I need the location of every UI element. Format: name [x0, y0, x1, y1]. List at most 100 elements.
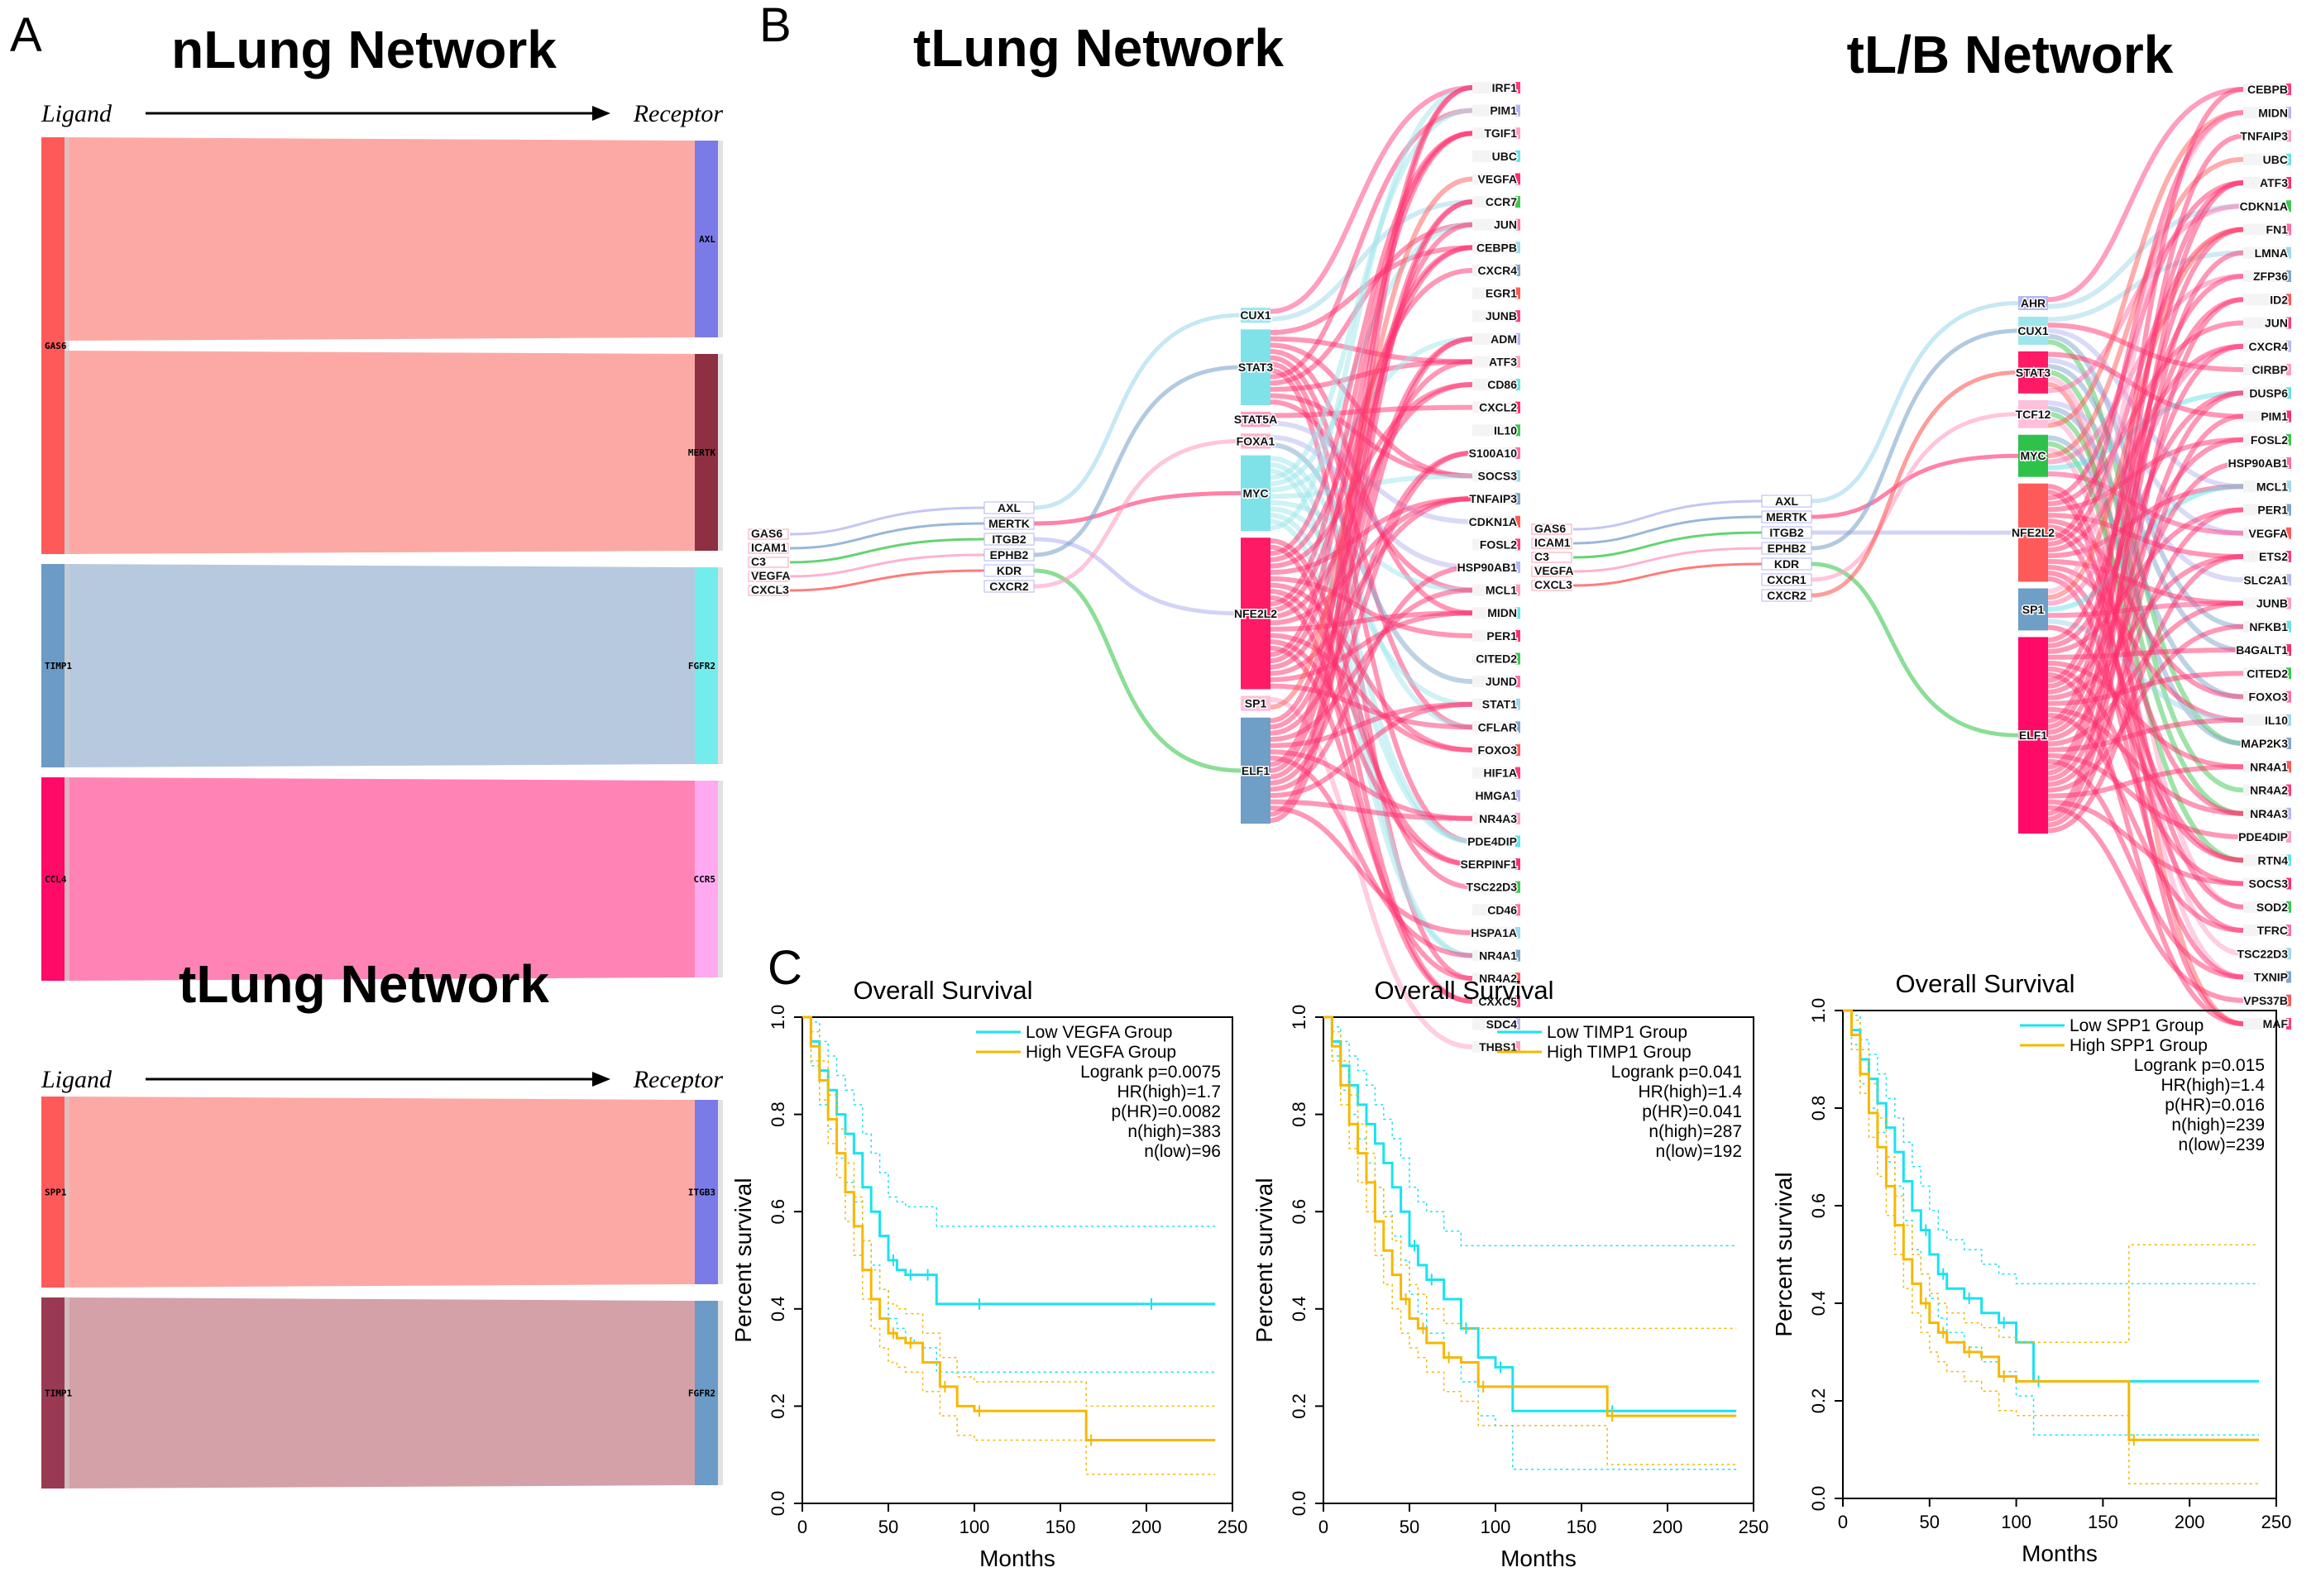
- target-node-tsc22d3: [2286, 948, 2291, 960]
- target-label: MAP2K3: [2241, 737, 2288, 750]
- ligand-axis-label-2: Ligand: [41, 1066, 112, 1093]
- target-label: SDC4: [1486, 1017, 1518, 1030]
- target-label: JUNB: [1486, 309, 1517, 323]
- km-chart-vegfa: Overall Survival 0 50 100 150 200 250 0.0 0.2 0.4…: [730, 976, 1247, 1571]
- target-label: TNFAIP3: [2240, 130, 2288, 143]
- target-node-bg: [2243, 574, 2286, 586]
- receptor-label: FGFR2: [688, 661, 715, 671]
- target-node-jun: [1515, 218, 1520, 231]
- flow-timp1-fgfr2: [65, 564, 695, 767]
- x-tick-label: 200: [1132, 1517, 1162, 1537]
- receptor-label: FGFR2: [688, 1388, 715, 1399]
- x-tick-label: 150: [1567, 1517, 1597, 1537]
- target-node-cited2: [2286, 667, 2291, 680]
- tf-label: SP1: [1245, 697, 1267, 710]
- stat-line: p(HR)=0.041: [1642, 1102, 1742, 1121]
- receptor-node-ccr5: [695, 781, 718, 977]
- ligand-node-gas6: [41, 137, 65, 554]
- stat-line: HR(high)=1.7: [1117, 1082, 1221, 1101]
- target-label: FN1: [2266, 223, 2289, 237]
- receptor-node-ephb2: [983, 548, 1035, 561]
- y-tick-label: 0.8: [1289, 1101, 1309, 1127]
- target-node-bg: [1472, 287, 1515, 299]
- target-label: HSPA1A: [1471, 926, 1517, 939]
- x-tick-label: 100: [959, 1517, 990, 1537]
- km-chart-timp1: Overall Survival 0 50 100 150 200 250 0.0 0.2 0.4…: [1251, 976, 1768, 1571]
- target-label: FOXO3: [1478, 743, 1518, 757]
- y-tick-label: 1.0: [768, 1005, 788, 1030]
- links-layer: [1572, 87, 2244, 1026]
- target-node-hmga1: [1515, 790, 1520, 802]
- link-elf1-nr4a3: [1270, 799, 1473, 821]
- link-elf1-cxcr4: [2047, 343, 2244, 735]
- target-node-hsp90ab1: [2286, 457, 2291, 469]
- target-label: TXNIP: [2254, 971, 2288, 984]
- target-label: PDE4DIP: [1467, 834, 1517, 848]
- target-label: CFLAR: [1478, 720, 1517, 733]
- link-mertk-myc: [1033, 490, 1242, 526]
- tf-node-nfe2l2: [1241, 538, 1270, 690]
- target-node-bg: [2243, 667, 2286, 680]
- link-elf1-hsp90ab1: [2047, 461, 2244, 741]
- target-label: CITED2: [2247, 667, 2288, 680]
- target-node-bg: [1472, 790, 1515, 802]
- link-elf1-adm: [1270, 336, 1473, 780]
- target-node-txnip: [2286, 971, 2291, 983]
- target-node-bg: [1472, 995, 1515, 1007]
- target-node-sod2: [2286, 901, 2291, 913]
- x-tick-label: 0: [1838, 1512, 1848, 1532]
- link-tcf12-midn: [2047, 110, 2244, 428]
- x-tick-label: 0: [1318, 1517, 1328, 1537]
- tlb-title: tL/B Network: [1847, 25, 2174, 84]
- target-node-maf: [2286, 1018, 2291, 1030]
- legend-label: Low TIMP1 Group: [1547, 1023, 1687, 1042]
- target-node-thbs1: [1515, 1041, 1520, 1053]
- receptor-node-mertk: [1761, 510, 1812, 523]
- ligand-node-icam1: [748, 542, 789, 554]
- target-node-bg: [2243, 644, 2286, 656]
- target-node-cirbp: [2286, 364, 2291, 375]
- tf-label: SP1: [2022, 603, 2045, 616]
- chart-title: Overall Survival: [1374, 976, 1553, 1005]
- target-node-bg: [2243, 294, 2286, 306]
- link-cxcr2-foxa1: [1033, 438, 1242, 589]
- ligand-label: ICAM1: [1534, 536, 1571, 549]
- target-node-id2: [2286, 294, 2291, 306]
- target-label: VEGFA: [2249, 527, 2288, 540]
- receptor-node-axl: [695, 141, 718, 337]
- receptor-label: ITGB2: [992, 533, 1026, 546]
- target-node-vegfa: [2286, 527, 2291, 539]
- y-tick-label: 0.4: [1808, 1291, 1829, 1316]
- receptor-label: AXL: [699, 234, 715, 245]
- y-axis-label: Percent survival: [1251, 1178, 1277, 1342]
- link-myc-ubc: [2047, 156, 2244, 459]
- link-nfe2l2-midn: [1270, 610, 1473, 682]
- target-node-irf1: [1515, 82, 1520, 93]
- receptor-label: EPHB2: [1768, 542, 1806, 555]
- target-label: NR4A1: [2250, 760, 2288, 773]
- target-node-bg: [1472, 972, 1515, 985]
- tlung-network-graph: tLung Network GAS6ICAM1C3VEGFACXCL3AXLME…: [748, 18, 1520, 1055]
- ligand-label: CXCL3: [1534, 578, 1572, 591]
- target-node-foxo3: [1515, 743, 1520, 756]
- ligand-label: CCL4: [45, 874, 67, 885]
- target-node-bg: [2243, 433, 2286, 446]
- tf-node-stat3: [1241, 329, 1270, 405]
- target-node-bg: [2243, 480, 2286, 493]
- target-node-cxcr4: [1515, 264, 1520, 276]
- target-node-bg: [2243, 854, 2286, 867]
- link-cux1-irf1: [1270, 85, 1473, 314]
- link-cxcl3-kdr: [789, 569, 985, 592]
- ligand-node-shadow: [65, 1297, 69, 1488]
- receptor-node-shadow: [718, 141, 723, 337]
- target-node-bg: [1472, 1041, 1515, 1053]
- tf-node-stat5a: [1241, 411, 1270, 428]
- ligand-node-cxcl3: [1531, 580, 1572, 591]
- target-node-cflar: [1515, 721, 1520, 733]
- link-gas6-axl: [789, 506, 985, 536]
- target-node-junb: [1515, 310, 1520, 323]
- stat-line: HR(high)=1.4: [2161, 1076, 2266, 1095]
- target-node-nr4a1: [2286, 761, 2291, 773]
- receptor-node-axl: [1761, 495, 1812, 508]
- target-node-bg: [2243, 994, 2286, 1006]
